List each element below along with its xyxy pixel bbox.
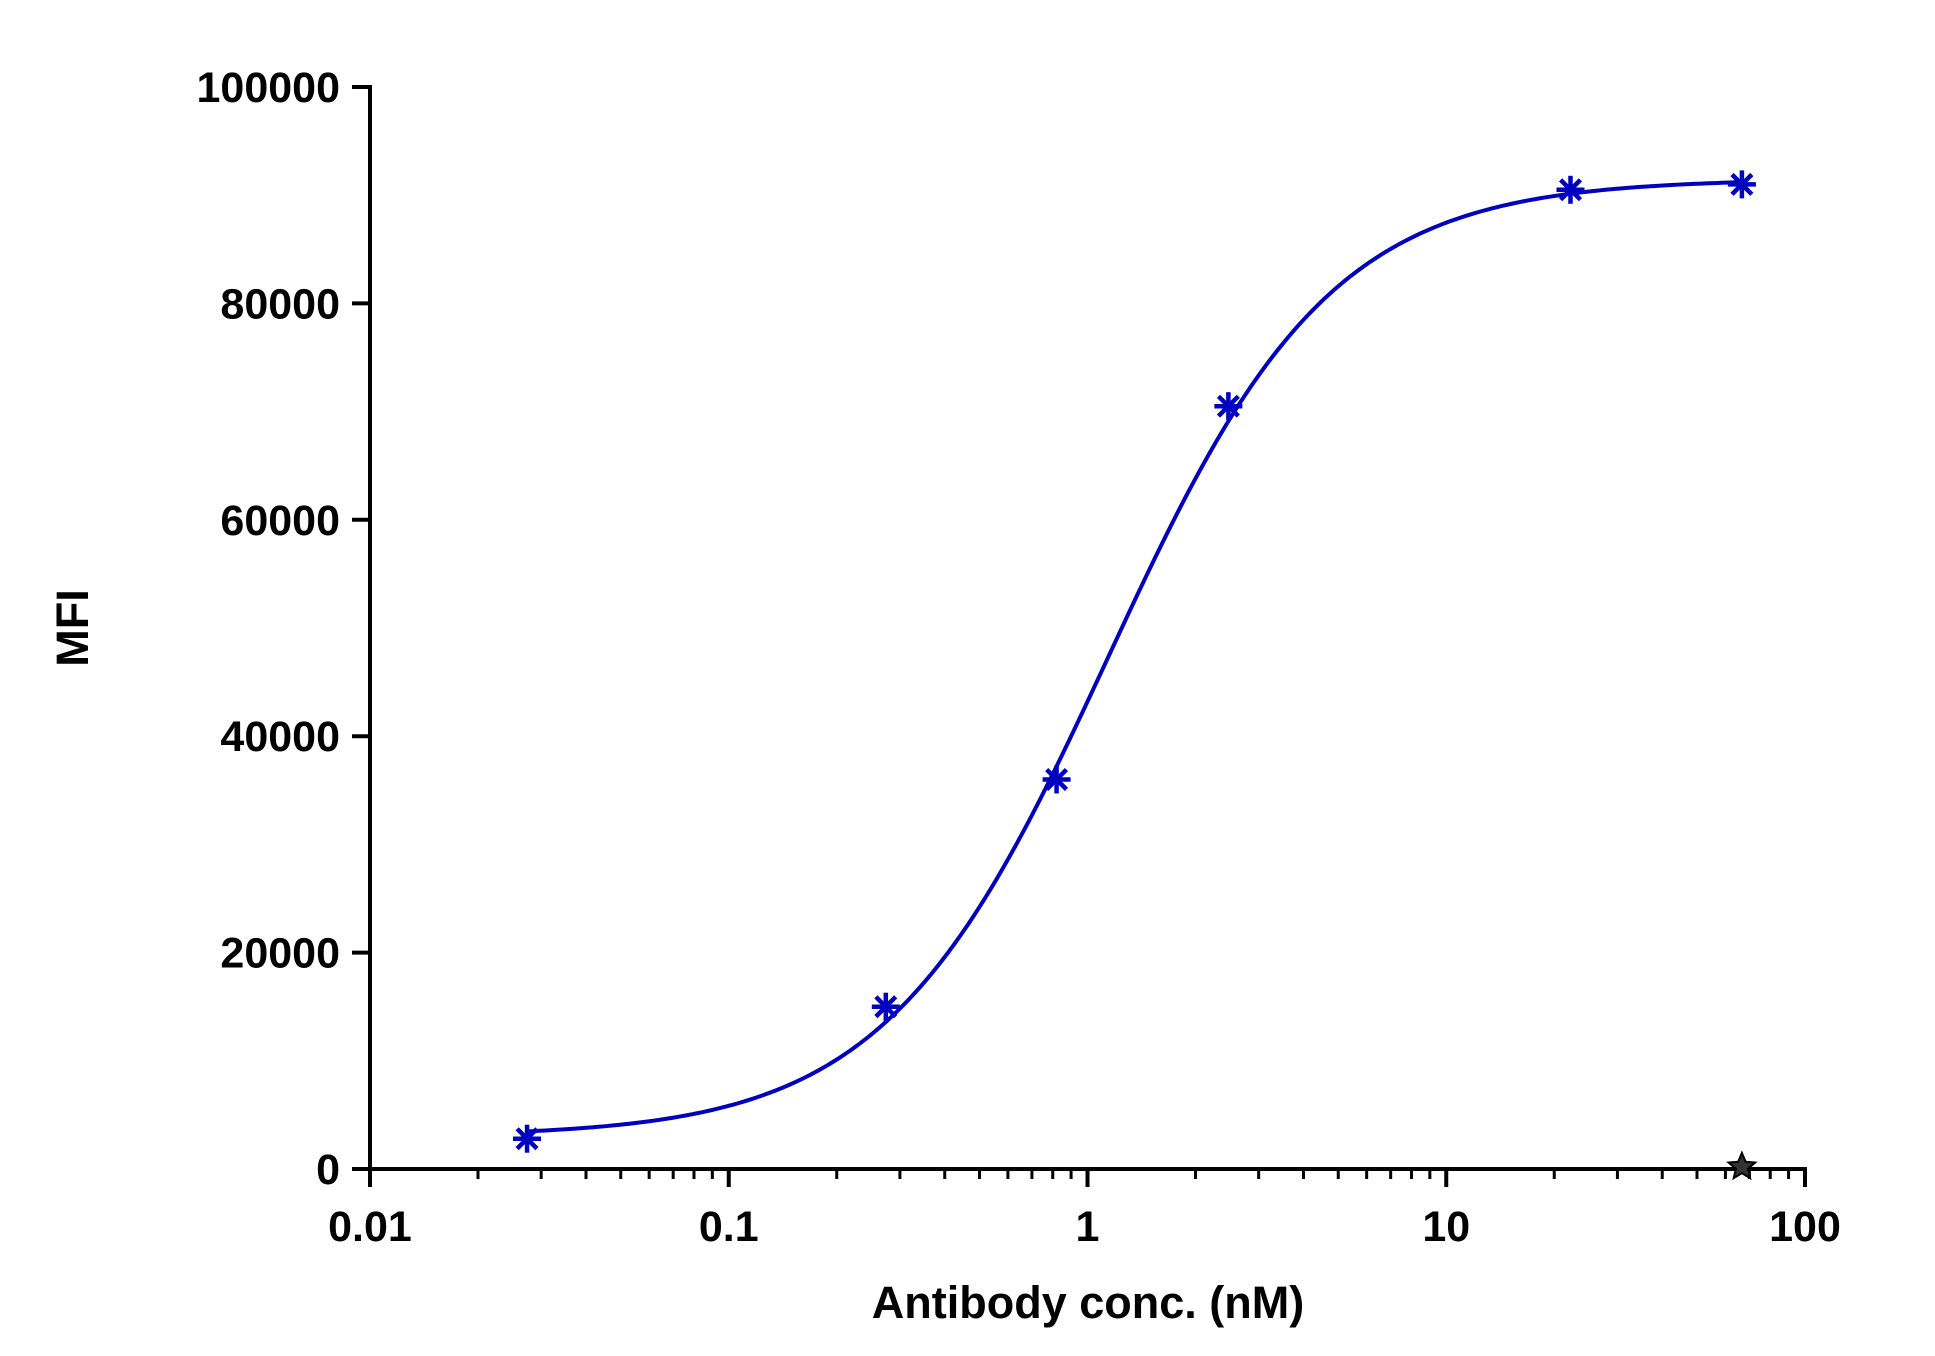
data-point — [513, 1124, 542, 1153]
y-axis-title: MFI — [47, 589, 98, 666]
x-tick-label: 10 — [1422, 1203, 1470, 1251]
y-tick-label: 60000 — [220, 497, 340, 545]
data-point — [1727, 170, 1756, 199]
y-ticks: 0 20000 40000 60000 80000 100000 — [197, 64, 370, 1194]
data-point — [1556, 175, 1585, 204]
data-point — [1042, 765, 1071, 794]
fit-curve — [526, 180, 1742, 1134]
data-point — [1214, 392, 1243, 421]
x-tick-label: 1 — [1076, 1203, 1100, 1251]
y-tick-label: 80000 — [220, 280, 340, 328]
y-tick-label: 100000 — [197, 64, 341, 112]
data-point — [871, 992, 900, 1021]
x-tick-label: 0.1 — [699, 1203, 759, 1251]
y-tick-label: 20000 — [220, 930, 340, 978]
data-points — [513, 170, 1758, 1181]
x-tick-label: 0.01 — [328, 1203, 412, 1251]
x-ticks: 0.01 0.1 1 10 100 — [328, 1169, 1841, 1251]
x-tick-label: 100 — [1769, 1203, 1841, 1251]
axes — [368, 85, 1807, 1171]
y-tick-label: 40000 — [220, 713, 340, 761]
x-axis-title: Antibody conc. (nM) — [872, 1277, 1304, 1328]
y-tick-label: 0 — [316, 1146, 340, 1194]
data-point-star — [1726, 1150, 1758, 1181]
